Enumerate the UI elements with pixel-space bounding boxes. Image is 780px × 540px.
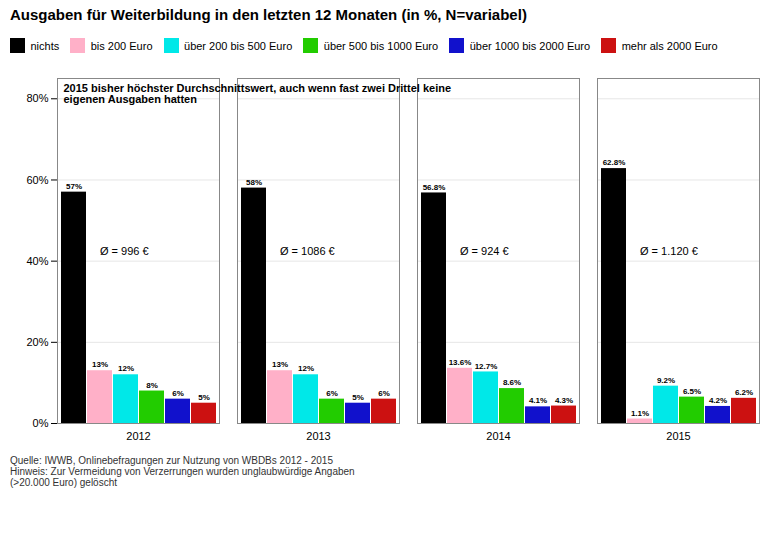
svg-text:Ø = 1.120 €: Ø = 1.120 €: [640, 244, 698, 256]
html-text:Quelle: IWWB, Onlinebefragunge: Quelle: IWWB, Onlinebefragungen zur Nutz…: [10, 454, 355, 488]
svg-text:9.2%: 9.2%: [657, 375, 675, 384]
html-text:bis 200 Euro: bis 200 Euro: [90, 39, 153, 52]
svg-text:58%: 58%: [246, 177, 262, 186]
html-text:über 1000 bis 2000 Euro: über 1000 bis 2000 Euro: [469, 39, 591, 52]
html-text:Ausgaben für Weiterbildung in: Ausgaben für Weiterbildung in den letzte…: [10, 6, 527, 23]
svg-text:1.1%: 1.1%: [631, 408, 649, 417]
html-text:nichts: nichts: [30, 39, 60, 52]
svg-text:57%: 57%: [66, 181, 82, 190]
svg-text:12.7%: 12.7%: [475, 361, 498, 370]
svg-text:12%: 12%: [118, 364, 134, 373]
svg-text:5%: 5%: [198, 392, 210, 401]
svg-text:6%: 6%: [378, 388, 390, 397]
svg-text:4.1%: 4.1%: [529, 396, 547, 405]
svg-text:4.3%: 4.3%: [555, 395, 573, 404]
svg-text:13.6%: 13.6%: [449, 357, 472, 366]
svg-text:8%: 8%: [146, 380, 158, 389]
svg-text:13%: 13%: [92, 360, 108, 369]
svg-text:2013: 2013: [306, 430, 330, 442]
svg-text:2014: 2014: [486, 430, 510, 442]
svg-text:0%: 0%: [33, 417, 49, 429]
html-text:über 200 bis 500 Euro: über 200 bis 500 Euro: [184, 39, 293, 52]
svg-text:2015: 2015: [666, 430, 690, 442]
svg-text:40%: 40%: [26, 254, 48, 266]
svg-text:13%: 13%: [272, 360, 288, 369]
svg-text:8.6%: 8.6%: [503, 378, 521, 387]
svg-text:6%: 6%: [172, 388, 184, 397]
svg-text:80%: 80%: [26, 92, 48, 104]
svg-text:2015 bisher höchster Durchschn: 2015 bisher höchster Durchschnittswert, …: [64, 82, 452, 105]
svg-text:6.5%: 6.5%: [683, 386, 701, 395]
svg-text:60%: 60%: [26, 173, 48, 185]
svg-text:62.8%: 62.8%: [603, 158, 626, 167]
svg-text:2012: 2012: [126, 430, 150, 442]
svg-text:5%: 5%: [352, 392, 364, 401]
svg-text:Ø = 1086 €: Ø = 1086 €: [280, 244, 335, 256]
svg-text:4.2%: 4.2%: [709, 396, 727, 405]
svg-text:Ø = 996 €: Ø = 996 €: [100, 244, 149, 256]
svg-text:6%: 6%: [326, 388, 338, 397]
svg-text:12%: 12%: [298, 364, 314, 373]
svg-text:Ø = 924 €: Ø = 924 €: [460, 244, 509, 256]
svg-text:56.8%: 56.8%: [423, 182, 446, 191]
html-text:über 500 bis 1000 Euro: über 500 bis 1000 Euro: [323, 39, 439, 52]
html-text:mehr als 2000 Euro: mehr als 2000 Euro: [621, 39, 718, 52]
svg-text:20%: 20%: [26, 335, 48, 347]
svg-text:6.2%: 6.2%: [735, 387, 753, 396]
